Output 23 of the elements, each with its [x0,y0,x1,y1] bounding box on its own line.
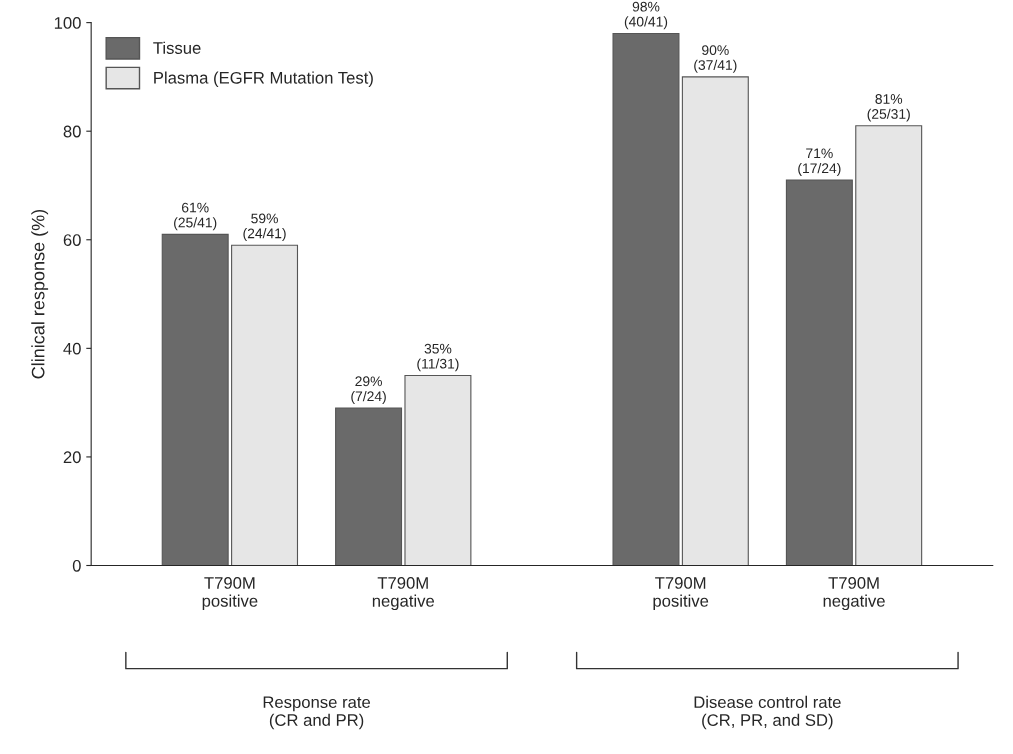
y-tick-label: 20 [63,451,81,464]
data-label: 59% (24/41) [243,213,286,242]
x-tick-label: T790M positive [202,577,258,611]
y-tick-label: 60 [63,234,81,246]
data-label: 90% (37/41) [694,45,737,73]
text: Response rate (CR and PR) [263,696,371,730]
y-axis-title: Clinical response (%) [31,209,49,379]
data-label: 35% (11/31) [417,343,459,372]
legend-label: Tissue [153,41,201,54]
data-label: 71% (17/24) [798,148,841,176]
data-label: 29% (7/24) [351,376,386,404]
y-tick-label: 100 [54,17,81,29]
data-label: 98% (40/41) [624,1,668,30]
data-label: 81% (25/31) [867,94,910,122]
y-tick-label: 80 [63,125,81,138]
x-tick-label: T790M negative [372,577,435,611]
data-label: 61% (25/41) [174,202,217,231]
y-tick-label: 0 [72,559,81,572]
y-tick-label: 40 [63,342,81,355]
text: Disease control rate (CR, PR, and SD) [694,695,841,730]
x-tick-label: T790M negative [823,577,885,611]
x-tick-label: T790M positive [653,577,709,611]
legend-label: Plasma (EGFR Mutation Test) [154,71,373,87]
